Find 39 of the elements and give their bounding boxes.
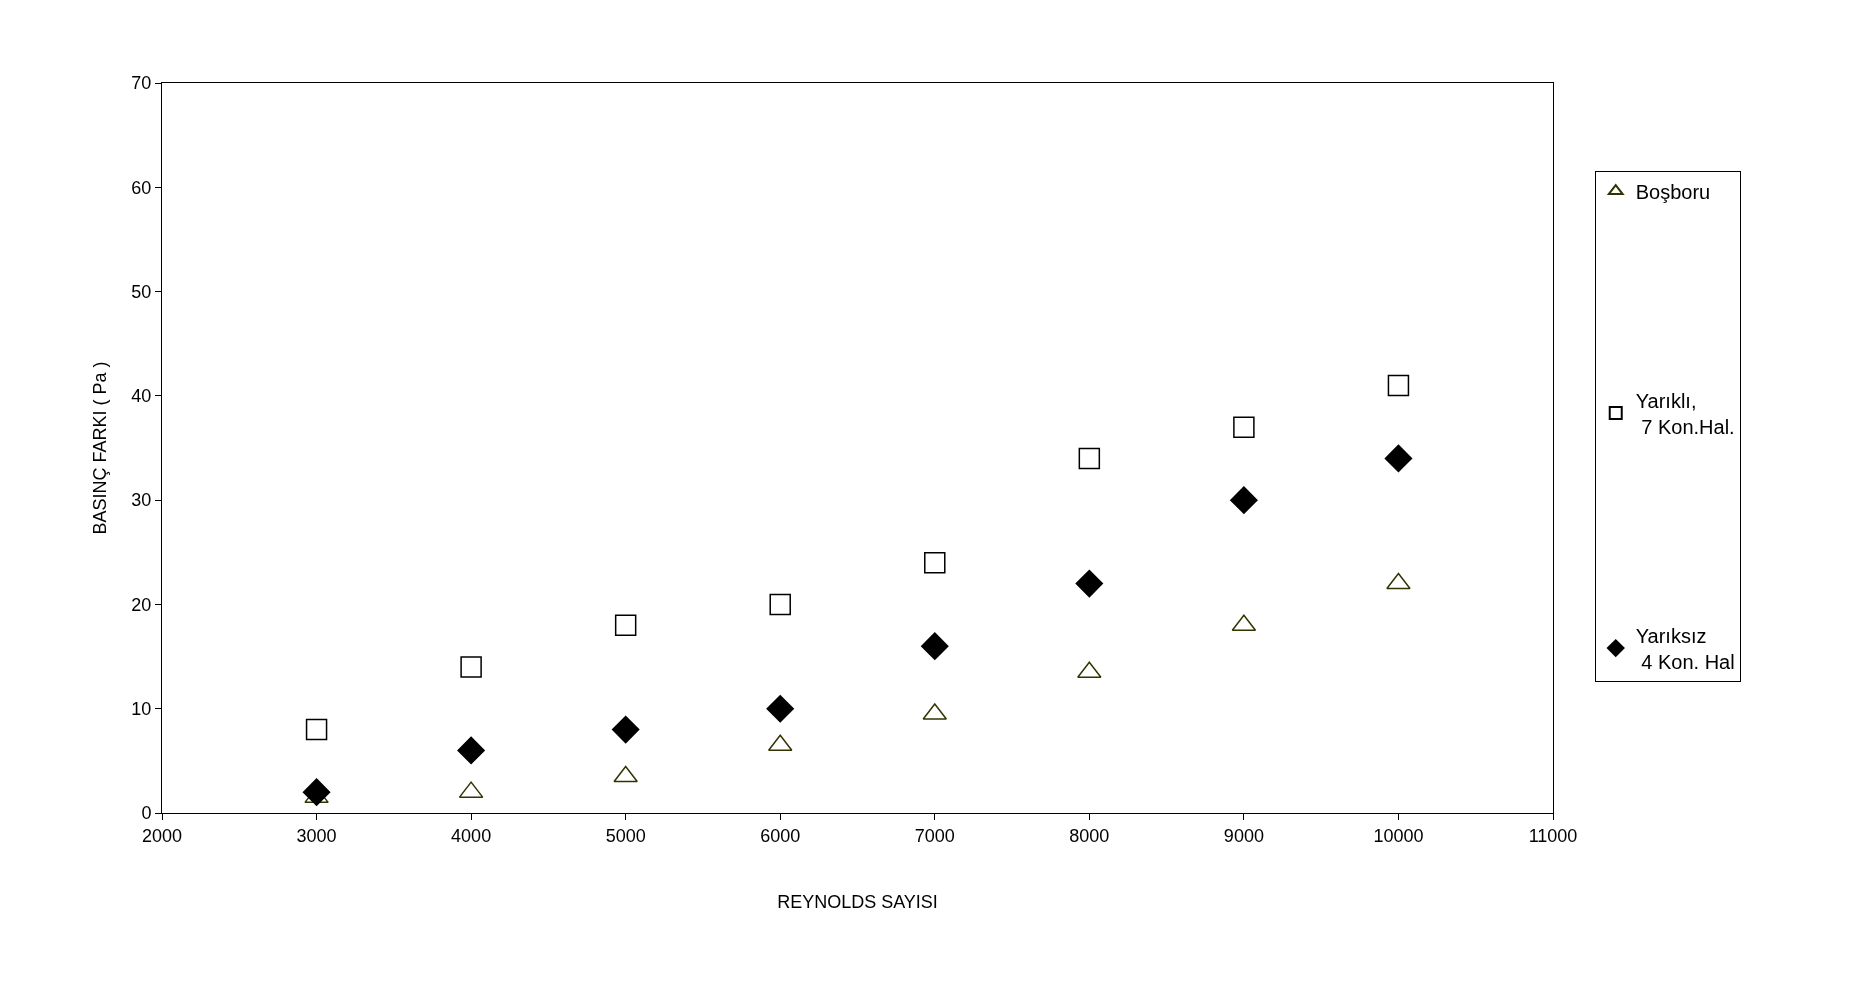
- y-axis-title: BASINÇ FARKI ( Pa ): [89, 361, 110, 535]
- x-tick-label: 3000: [296, 825, 337, 846]
- point: [769, 593, 791, 616]
- point: [1230, 486, 1258, 514]
- legend-label: Yarıksız 4 Kon. Hal: [1635, 624, 1735, 673]
- point: [305, 718, 328, 741]
- y-tick-label: 60: [131, 177, 152, 198]
- point: [1233, 416, 1255, 438]
- point: [921, 632, 949, 660]
- y-tick-label: 0: [141, 803, 152, 824]
- point: [924, 551, 946, 574]
- point: [614, 614, 637, 637]
- x-tick-label: 9000: [1223, 825, 1264, 846]
- point: [302, 778, 331, 806]
- y-tick-label: 30: [131, 490, 152, 511]
- point: [1387, 374, 1410, 397]
- y-tick-label: 20: [131, 594, 152, 615]
- x-tick-label: 4000: [451, 825, 492, 846]
- y-tick-label: 40: [131, 386, 152, 407]
- y-tick-label: 50: [131, 281, 152, 302]
- x-tick-label: 8000: [1069, 825, 1110, 846]
- point: [1075, 569, 1104, 598]
- legend-label: Yarıklı, 7 Kon.Hal.: [1635, 389, 1735, 438]
- x-tick-label: 6000: [760, 825, 801, 846]
- y-tick-label: 10: [131, 699, 152, 720]
- point: [1078, 447, 1101, 470]
- x-tick-label: 11000: [1528, 825, 1578, 846]
- point: [766, 694, 794, 723]
- x-tick-label: 2000: [141, 825, 183, 846]
- x-tick-label: 7000: [914, 825, 955, 846]
- x-tick-label: 10000: [1373, 825, 1424, 846]
- point: [457, 736, 485, 765]
- y-tick-label: 70: [131, 73, 152, 94]
- x-tick-label: 5000: [605, 825, 646, 846]
- x-axis-title: REYNOLDS SAYISI: [777, 891, 938, 912]
- point: [611, 715, 640, 744]
- legend-label: Boşboru: [1635, 180, 1711, 203]
- point: [1384, 444, 1413, 473]
- point: [460, 656, 482, 678]
